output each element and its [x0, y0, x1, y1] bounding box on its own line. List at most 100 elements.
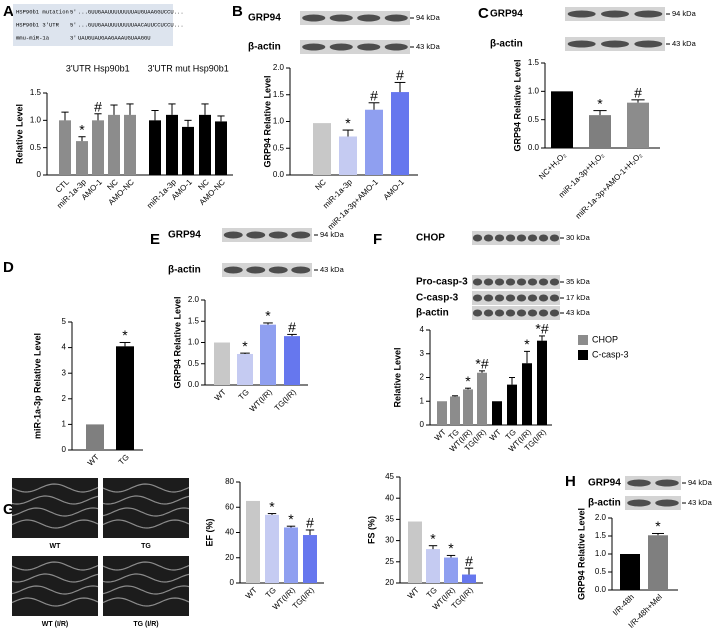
blot-band — [527, 294, 538, 302]
y-axis-label: GRP94 Relative Level — [172, 296, 182, 388]
echo-trace — [102, 597, 190, 607]
y-axis-label: miR-1a-3p Relative Level — [32, 333, 42, 439]
significance: # — [634, 85, 642, 101]
bar — [408, 521, 422, 583]
significance: # — [465, 553, 473, 569]
blot-band — [329, 43, 353, 51]
x-tick-label: TG — [425, 586, 439, 600]
y-axis-label: FS (%) — [366, 516, 376, 544]
size-label: 94 kDa — [320, 230, 345, 239]
echo-image — [12, 478, 98, 538]
blot-band — [527, 234, 538, 242]
y-tick-label: 5 — [62, 317, 67, 326]
sequence: ...GUUGAAUUUUUUUUAUGUAAGGUCCU... — [78, 8, 184, 15]
blot-band — [494, 309, 505, 317]
y-tick-label: 2.0 — [188, 295, 200, 304]
blot-band — [472, 234, 483, 242]
bar — [108, 114, 120, 175]
significance: * — [597, 95, 603, 111]
bar — [620, 554, 640, 590]
significance: * — [345, 115, 351, 131]
bar — [284, 336, 300, 385]
panel-letter: H — [565, 473, 576, 490]
x-tick-label: WT(I/R) — [248, 387, 274, 413]
x-tick-label: TG — [264, 586, 278, 600]
blot-strip — [472, 291, 560, 305]
y-tick-label: 25 — [385, 557, 394, 566]
y-tick-label: 0.0 — [273, 170, 285, 179]
blot-band — [601, 10, 629, 18]
bar — [551, 91, 573, 148]
blot-label: β-actin — [168, 265, 201, 276]
bar — [124, 114, 136, 175]
echo-trace — [102, 561, 190, 571]
y-tick-label: 0.5 — [30, 143, 42, 152]
y-tick-label: 0.5 — [188, 359, 200, 368]
series-title: 3'UTR mut Hsp90b1 — [148, 63, 229, 73]
bar — [589, 115, 611, 148]
echo-trace — [102, 495, 190, 505]
bar — [116, 346, 134, 450]
blot-band — [357, 43, 381, 51]
blot-band — [567, 10, 596, 18]
blot-band — [472, 278, 483, 286]
y-tick-label: 3 — [62, 368, 67, 377]
significance: *# — [535, 321, 548, 337]
echo-label: WT (I/R) — [42, 621, 68, 628]
echo-label: WT — [50, 543, 62, 550]
echo-trace — [11, 507, 99, 517]
blot-label: β-actin — [416, 308, 449, 319]
x-tick-label: WT — [244, 585, 259, 600]
x-tick-label: TG — [237, 388, 251, 402]
y-tick-label: 2 — [62, 394, 67, 403]
blot-band — [505, 234, 516, 242]
blot-strip — [222, 228, 312, 242]
echo-trace — [11, 573, 99, 583]
bar — [437, 401, 447, 425]
blot-label: GRP94 — [588, 478, 621, 489]
bar — [199, 114, 211, 175]
bar — [92, 120, 104, 175]
blot-band — [527, 309, 538, 317]
blot-band — [549, 278, 560, 286]
significance: * — [269, 498, 275, 514]
significance: * — [242, 338, 248, 354]
y-tick-label: 1.5 — [595, 531, 607, 540]
y-axis-label: GRP94 Relative Level — [576, 508, 586, 600]
blot-band — [357, 14, 381, 22]
y-axis-label: EF (%) — [204, 518, 214, 546]
blot-band — [634, 10, 663, 18]
sequence-name: HSP90b1 3'UTR — [16, 21, 60, 28]
y-tick-label: 2.0 — [595, 513, 607, 522]
blot-label: GRP94 — [490, 9, 523, 20]
significance: *# — [475, 356, 488, 372]
bar — [246, 500, 260, 583]
y-tick-label: 60 — [225, 502, 234, 511]
blot-band — [505, 278, 516, 286]
y-tick-label: 1.5 — [528, 58, 540, 67]
size-label: 43 kDa — [688, 498, 713, 507]
sequence-box — [13, 4, 173, 46]
blot-band — [627, 479, 651, 487]
blot-band — [483, 294, 494, 302]
panel-letter: B — [232, 3, 243, 20]
blot-band — [627, 499, 651, 507]
y-tick-label: 1.5 — [273, 90, 285, 99]
blot-strip — [472, 306, 560, 320]
blot-label: GRP94 — [168, 230, 201, 241]
bar — [391, 92, 409, 175]
significance: * — [265, 308, 271, 324]
blot-band — [516, 278, 527, 286]
blot-band — [302, 14, 326, 22]
y-tick-label: 0.5 — [528, 115, 540, 124]
size-label: 94 kDa — [416, 13, 441, 22]
bar — [648, 535, 668, 590]
y-tick-label: 30 — [385, 536, 394, 545]
blot-band — [483, 309, 494, 317]
sequence: UAUGUAUGAAGAAAUGUAAGGU — [78, 34, 151, 41]
bar — [444, 557, 458, 583]
blot-label: β-actin — [248, 42, 281, 53]
y-tick-label: 4 — [420, 325, 425, 334]
significance: * — [524, 336, 530, 352]
echo-trace — [102, 483, 190, 493]
